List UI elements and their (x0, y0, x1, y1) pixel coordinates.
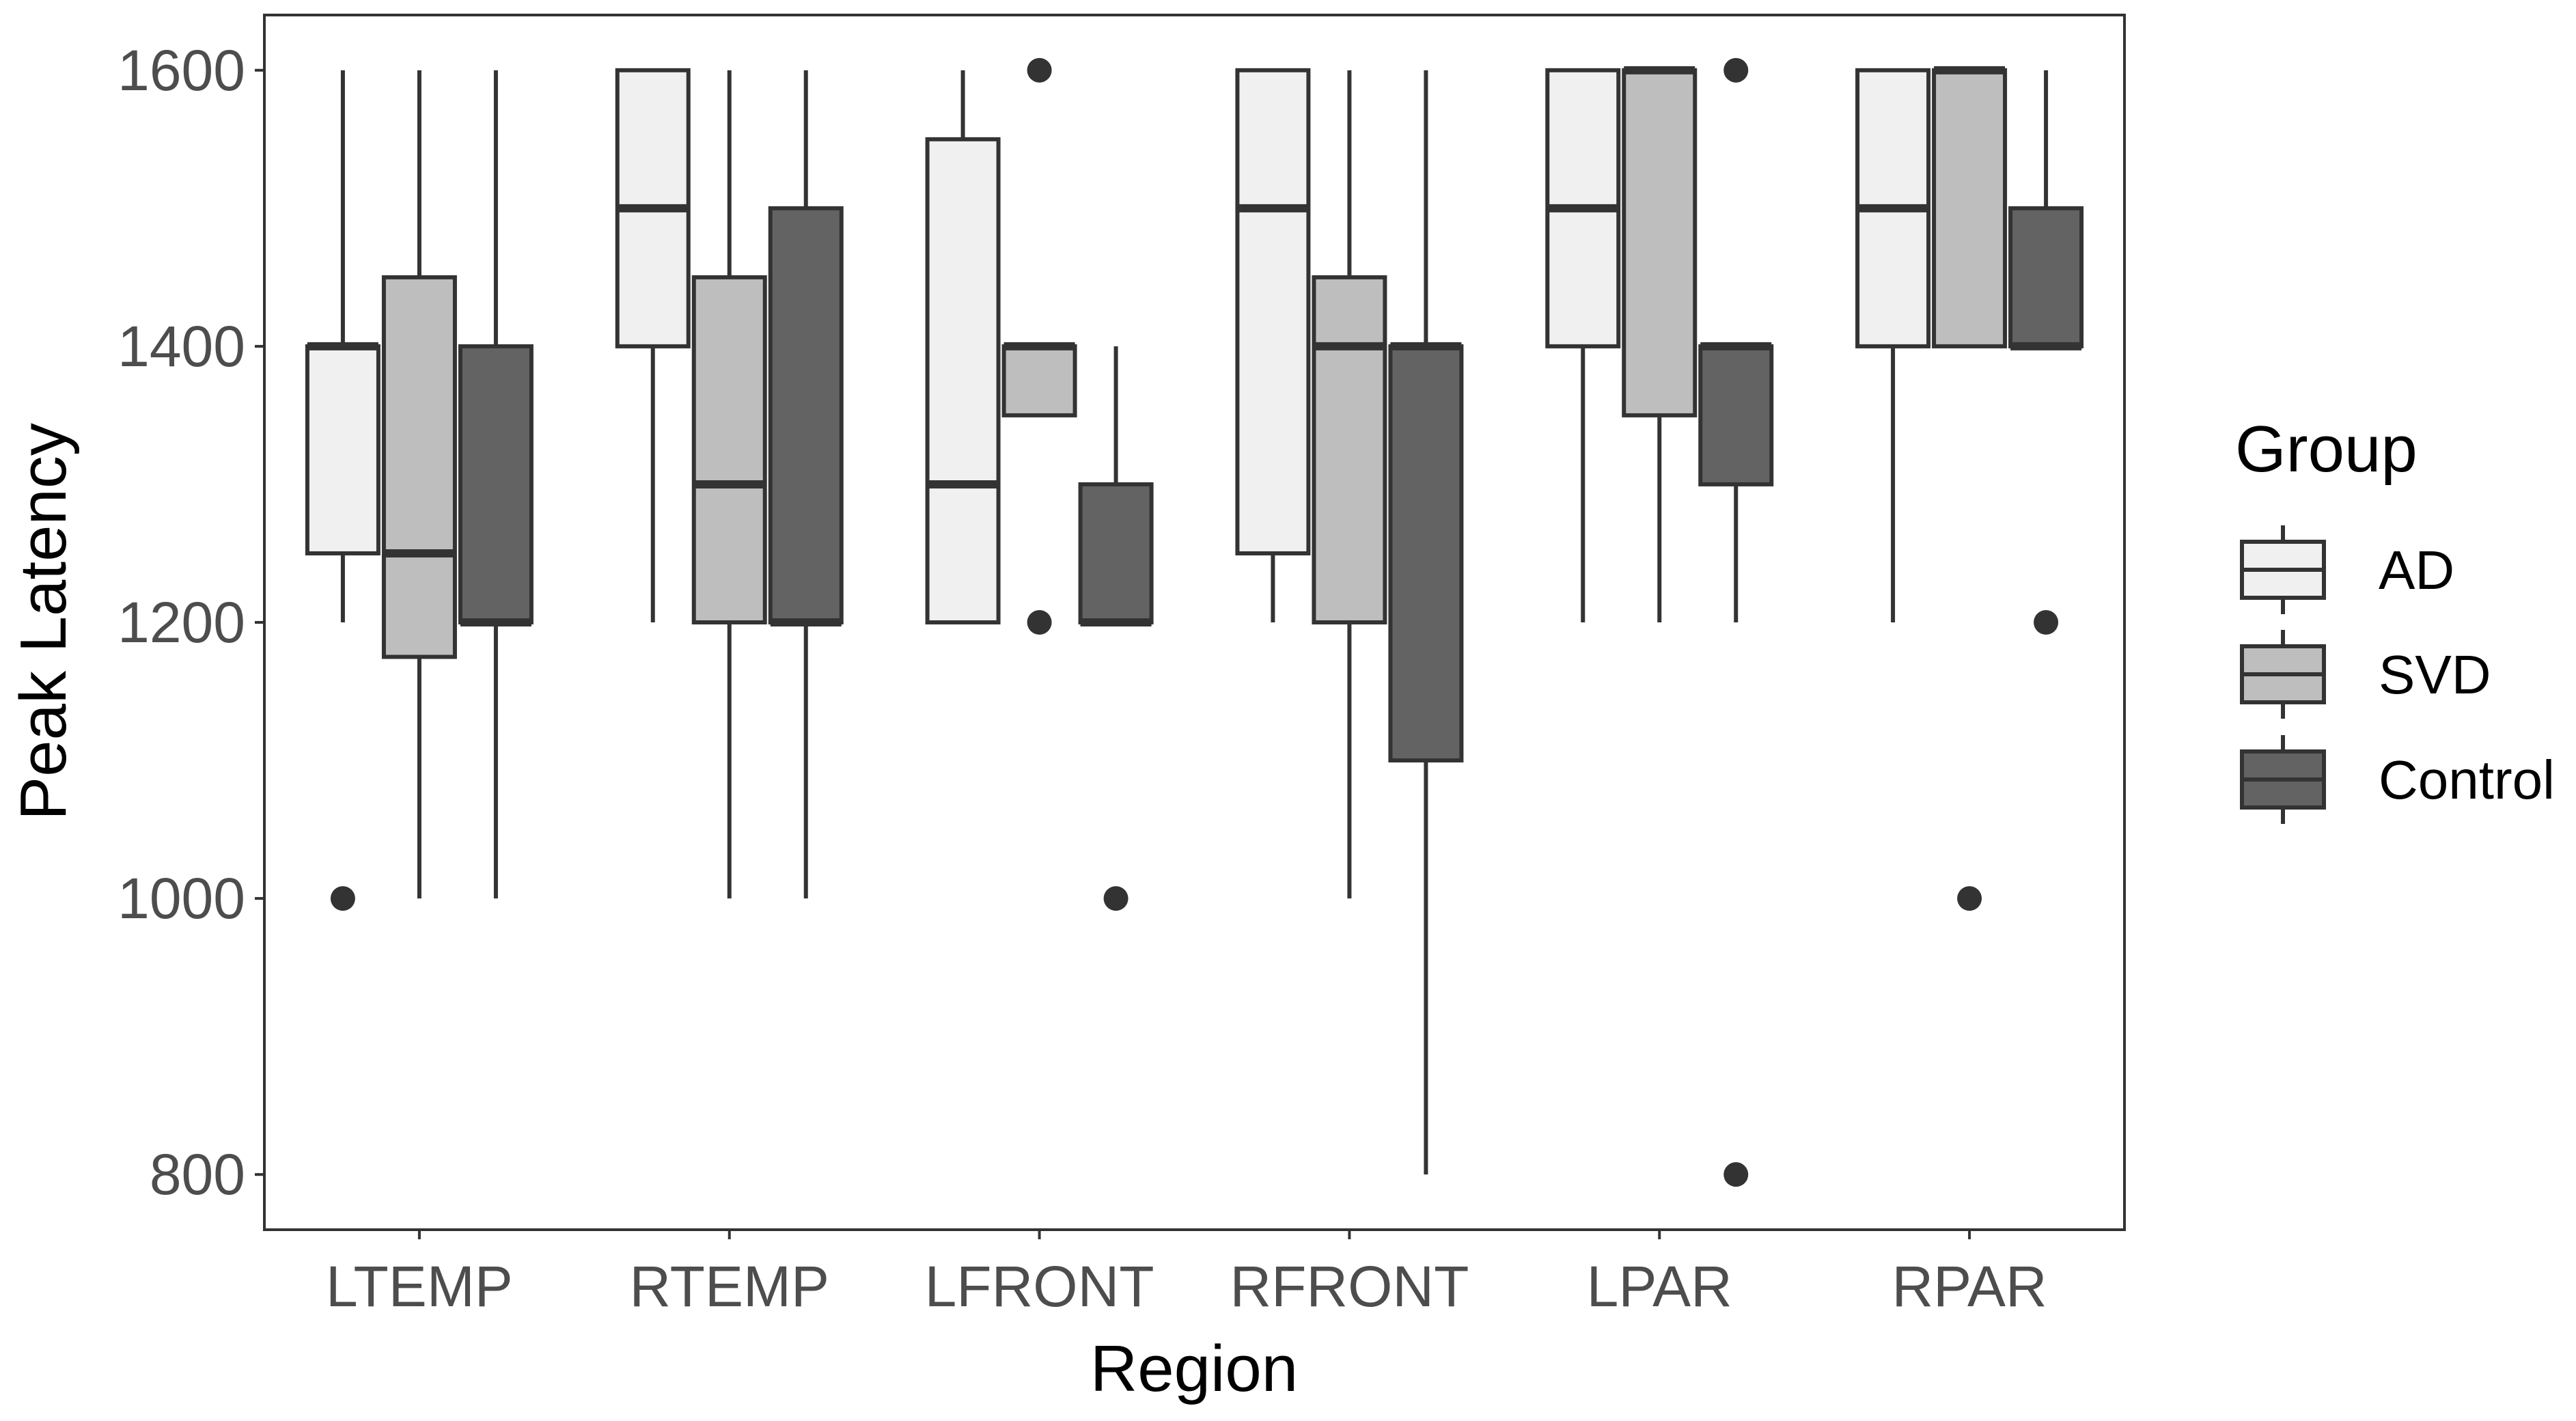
box-ad-ltemp (305, 70, 380, 911)
box-body (691, 275, 767, 624)
box-control-rfront (1388, 70, 1464, 1175)
plot-area (305, 57, 2084, 1187)
y-tick-label: 800 (150, 1142, 245, 1206)
x-tick-label: LTEMP (326, 1254, 513, 1319)
box-body (1622, 68, 1698, 417)
box-svd-ltemp (381, 70, 457, 899)
outlier-point (1957, 886, 1982, 911)
y-tick-label: 1600 (117, 38, 245, 102)
box-body (2008, 206, 2084, 348)
box-svd-rfront (1312, 70, 1387, 899)
outlier-point (330, 886, 355, 911)
outlier-point (2034, 610, 2059, 635)
box-body (925, 137, 1001, 625)
box-body (1312, 275, 1387, 624)
box-body (1001, 344, 1077, 417)
box-ad-rtemp (615, 68, 691, 622)
x-tick-label: LFRONT (925, 1254, 1154, 1319)
box-ad-rpar (1855, 68, 1931, 622)
box-body (305, 344, 380, 555)
box-svd-rpar (1932, 66, 2008, 911)
box-control-rpar (2008, 70, 2084, 635)
y-tick-label: 1200 (117, 590, 245, 654)
legend-label-svd: SVD (2379, 644, 2491, 705)
outlier-point (1723, 1162, 1749, 1187)
legend-key-svd (2240, 630, 2326, 719)
y-tick-label: 1000 (117, 866, 245, 930)
x-tick-label: RTEMP (630, 1254, 829, 1319)
box-ad-lfront (925, 70, 1001, 625)
outlier-point (1723, 57, 1749, 83)
x-axis-title: Region (1090, 1332, 1298, 1405)
box-body (768, 206, 844, 624)
outlier-point (1027, 610, 1052, 635)
box-body (1078, 482, 1154, 624)
box-body (1932, 68, 2008, 348)
box-control-rtemp (768, 70, 844, 899)
box-svd-lfront (1001, 57, 1077, 635)
box-body (1388, 344, 1464, 763)
box-body (1235, 68, 1311, 555)
outlier-point (1103, 886, 1128, 911)
x-tick-label: RFRONT (1230, 1254, 1469, 1319)
box-ad-rfront (1235, 68, 1311, 622)
legend-label-control: Control (2379, 749, 2555, 810)
y-axis-title: Peak Latency (7, 423, 80, 820)
legend-title: Group (2235, 413, 2418, 486)
x-tick-label: RPAR (1892, 1254, 2047, 1319)
outlier-point (1027, 57, 1052, 83)
y-tick-label: 1400 (117, 314, 245, 378)
plot-panel-border (263, 14, 2126, 1231)
box-body (1698, 344, 1774, 486)
x-tick-label: LPAR (1587, 1254, 1732, 1319)
box-control-lfront (1078, 346, 1154, 911)
legend-key-ad (2240, 525, 2326, 614)
box-control-ltemp (458, 70, 534, 899)
box-body (458, 344, 534, 624)
legend: Group AD SVD Control (2235, 413, 2555, 824)
box-ad-lpar (1545, 68, 1621, 622)
box-svd-rtemp (691, 70, 767, 899)
legend-key-control (2240, 735, 2326, 824)
axes: 800 1000 1200 1400 1600 LTEMP RTEMP LFRONT RFRON… (117, 14, 2126, 1319)
box-body (381, 275, 457, 659)
legend-label-ad: AD (2379, 540, 2454, 601)
box-svd-lpar (1622, 66, 1698, 622)
box-control-lpar (1698, 57, 1774, 1187)
